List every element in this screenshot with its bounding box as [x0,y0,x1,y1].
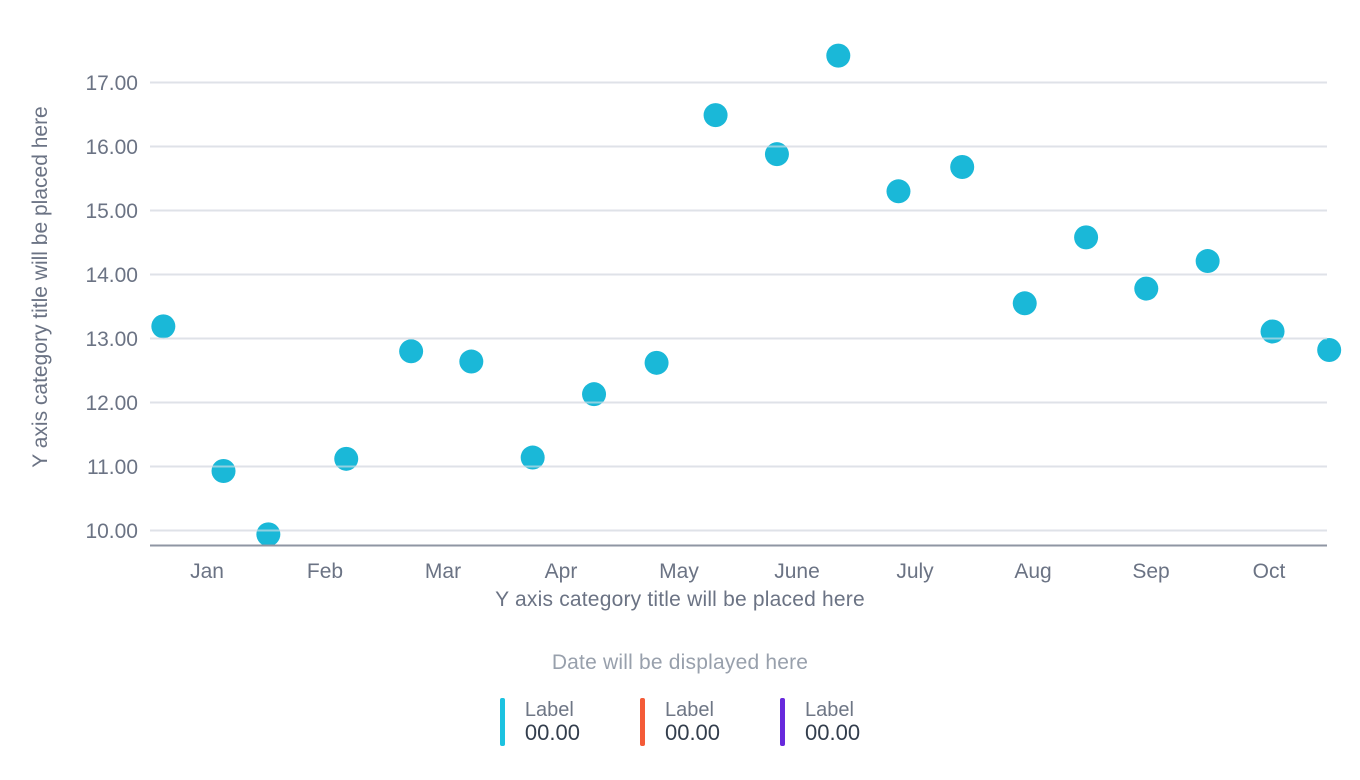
x-axis-title: Y axis category title will be placed her… [495,588,865,611]
data-point [826,43,851,68]
data-point [520,445,545,470]
data-point [399,339,424,364]
date-caption: Date will be displayed here [551,651,809,674]
data-point [151,314,176,339]
data-point [211,458,236,483]
x-tick-label: Jan [190,560,224,583]
legend-label: Label [524,699,574,721]
legend-text: Label 00.00 [805,698,860,746]
y-tick-label: 12.00 [85,392,138,415]
legend-item: Label 00.00 [639,698,720,746]
y-tick-label: 16.00 [85,136,138,159]
legend-color-bar [639,698,645,746]
x-tick-label: May [659,560,699,583]
y-tick-label: 15.00 [85,200,138,223]
y-tick-label: 14.00 [85,264,138,287]
scatter-chart: 10.00 11.00 12.00 13.00 14.00 15.00 16.00 17.00… [29,43,1342,583]
data-point [256,522,281,547]
x-tick-label: Oct [1253,560,1286,583]
x-tick-label: Aug [1014,560,1051,583]
legend-color-bar [499,698,505,746]
y-tick-label: 17.00 [85,72,138,95]
data-point [582,382,607,407]
x-tick-label: Sep [1132,560,1169,583]
legend-label: Label [805,699,854,721]
x-tick-label: June [774,560,820,583]
legend-text: Label 00.00 [525,698,580,746]
y-axis-title: Y axis category title will be placed her… [29,106,52,467]
x-tick-label: July [896,560,934,583]
data-point [1260,319,1285,344]
y-tick-label: 10.00 [85,520,138,543]
y-tick-label: 11.00 [87,456,138,479]
legend-value: 00.00 [524,720,580,745]
data-point [334,446,359,471]
data-point [644,350,669,375]
x-tick-label: Feb [307,560,343,583]
legend-item: Label 00.00 [780,698,860,746]
data-point [1195,249,1220,274]
data-point [1134,276,1159,301]
legend-value: 00.00 [664,720,721,745]
legend-text: Label 00.00 [665,698,720,746]
data-point [1317,338,1342,363]
data-point [886,179,911,204]
y-tick-label: 13.00 [85,328,138,351]
legend-label: Label [664,699,714,721]
data-point [459,349,484,374]
data-point [703,103,728,128]
data-point [1012,291,1037,316]
legend-color-bar [780,698,786,746]
legend-value: 00.00 [805,720,861,745]
x-tick-label: Apr [545,560,578,583]
data-point [764,142,789,167]
data-point [1074,225,1099,250]
data-point [950,154,975,179]
chart-legend: Label 00.00 Label 00.00 Label 00.00 [0,698,1360,746]
x-tick-label: Mar [425,560,461,583]
legend-item: Label 00.00 [499,698,580,746]
